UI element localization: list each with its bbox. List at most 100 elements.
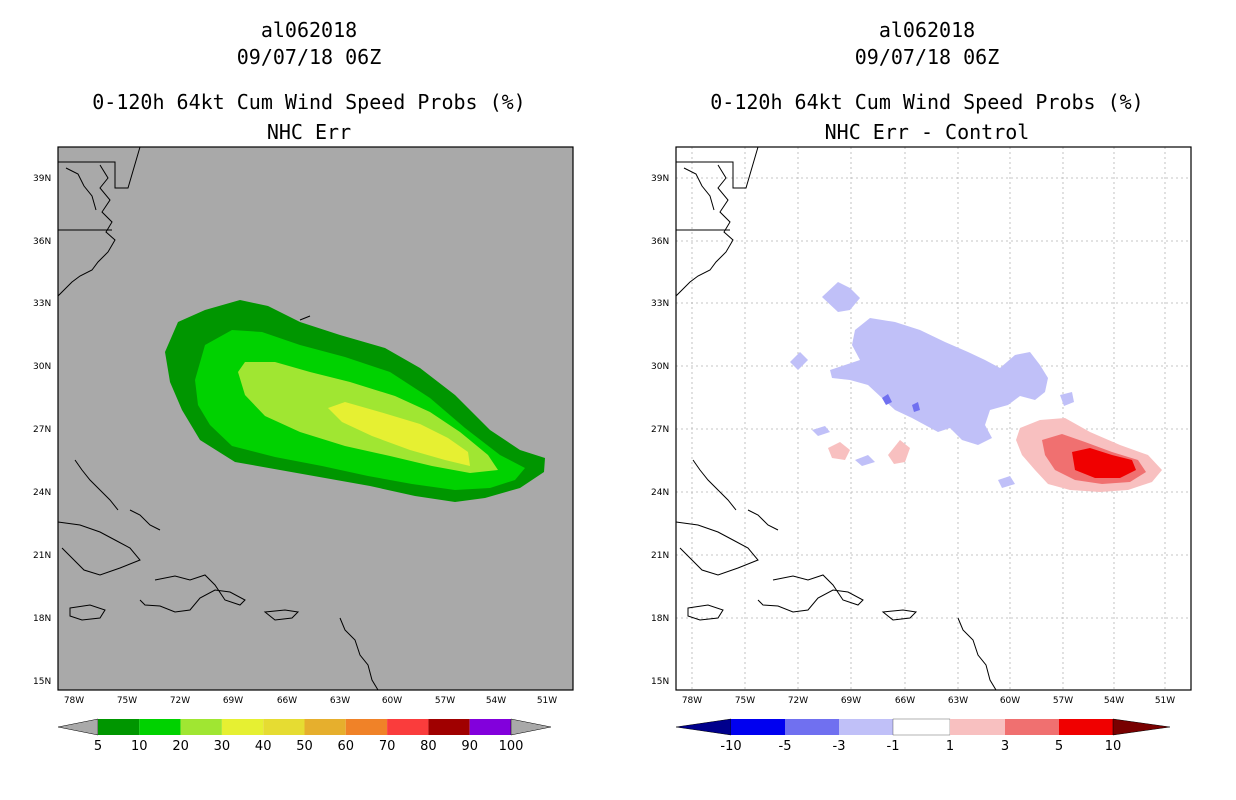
lat-label: 33N bbox=[33, 299, 51, 309]
colorbar-swatch bbox=[1005, 719, 1059, 735]
colorbar-swatch bbox=[950, 719, 1005, 735]
lon-label: 54W bbox=[486, 696, 506, 706]
lon-label: 63W bbox=[330, 696, 350, 706]
diff-region-plus-5 bbox=[1072, 448, 1136, 478]
lat-label: 18N bbox=[651, 614, 669, 624]
lat-label: 39N bbox=[651, 174, 669, 184]
diff-region-minus-3 bbox=[882, 394, 892, 405]
lon-label: 63W bbox=[948, 696, 968, 706]
lon-label: 51W bbox=[1155, 696, 1175, 706]
left-datetime: 09/07/18 06Z bbox=[236, 45, 382, 69]
lon-label: 72W bbox=[788, 696, 808, 706]
diff-region-minus-1 bbox=[855, 455, 875, 466]
colorbar-label: 3 bbox=[1001, 739, 1009, 754]
lat-label: 33N bbox=[651, 299, 669, 309]
left-product-title: 0-120h 64kt Cum Wind Speed Probs (%) bbox=[92, 90, 526, 114]
lat-label: 24N bbox=[33, 488, 51, 498]
colorbar-swatch bbox=[469, 719, 511, 735]
right-map: 39N 36N 33N 30N 27N 24N 21N 18N 15N 78W … bbox=[651, 146, 1192, 706]
lon-label: 72W bbox=[170, 696, 190, 706]
colorbar-swatch bbox=[839, 719, 893, 735]
right-coastlines bbox=[676, 147, 997, 690]
lon-label: 57W bbox=[1053, 696, 1073, 706]
colorbar-swatch bbox=[345, 719, 388, 735]
colorbar-over-arrow bbox=[1112, 718, 1171, 736]
prob-contour-30 bbox=[328, 402, 470, 466]
lat-label: 27N bbox=[651, 425, 669, 435]
colorbar-swatch bbox=[785, 719, 839, 735]
lat-label: 27N bbox=[33, 425, 51, 435]
colorbar-label: 1 bbox=[946, 739, 954, 754]
left-lat-axis: 39N 36N 33N 30N 27N 24N 21N 18N 15N bbox=[33, 174, 51, 687]
lon-label: 51W bbox=[537, 696, 557, 706]
lat-label: 21N bbox=[651, 551, 669, 561]
lat-label: 30N bbox=[651, 362, 669, 372]
right-product-title: 0-120h 64kt Cum Wind Speed Probs (%) bbox=[710, 90, 1144, 114]
right-subtitle: NHC Err - Control bbox=[824, 120, 1030, 144]
colorbar-under-arrow bbox=[675, 718, 732, 736]
lat-label: 36N bbox=[651, 237, 669, 247]
colorbar-label: 10 bbox=[1105, 739, 1122, 754]
right-colorbar-labels: -10 -5 -3 -1 1 3 5 10 bbox=[720, 739, 1121, 754]
lon-label: 60W bbox=[1000, 696, 1020, 706]
lon-label: 57W bbox=[435, 696, 455, 706]
diff-region-plus-1 bbox=[888, 440, 910, 464]
colorbar-label: 50 bbox=[296, 739, 313, 754]
lon-label: 66W bbox=[277, 696, 297, 706]
left-probability-field bbox=[165, 300, 545, 502]
diff-region-minus-1 bbox=[790, 352, 808, 370]
colorbar-swatch bbox=[98, 719, 140, 735]
colorbar-label: 10 bbox=[131, 739, 148, 754]
lon-label: 75W bbox=[117, 696, 137, 706]
right-lon-axis: 78W 75W 72W 69W 66W 63W 60W 57W 54W 51W bbox=[682, 696, 1175, 706]
lat-label: 30N bbox=[33, 362, 51, 372]
left-colorbar: 5 10 20 30 40 50 60 70 80 90 100 bbox=[57, 718, 552, 754]
right-datetime: 09/07/18 06Z bbox=[854, 45, 1000, 69]
lat-label: 15N bbox=[651, 677, 669, 687]
right-storm-id: al062018 bbox=[878, 18, 976, 42]
right-lat-axis: 39N 36N 33N 30N 27N 24N 21N 18N 15N bbox=[651, 174, 669, 687]
lat-label: 39N bbox=[33, 174, 51, 184]
colorbar-swatch bbox=[263, 719, 305, 735]
colorbar-label: 40 bbox=[255, 739, 272, 754]
colorbar-swatch bbox=[221, 719, 264, 735]
colorbar-label: 20 bbox=[172, 739, 189, 754]
right-map-frame bbox=[675, 146, 1192, 691]
colorbar-swatch bbox=[139, 719, 181, 735]
diff-region-minus-3 bbox=[912, 402, 920, 412]
diff-region-minus-1 bbox=[998, 476, 1015, 488]
colorbar-label: 80 bbox=[420, 739, 437, 754]
diff-region-minus-1 bbox=[822, 282, 860, 312]
colorbar-label: 5 bbox=[94, 739, 102, 754]
colorbar-swatch bbox=[1059, 719, 1113, 735]
colorbar-label: -1 bbox=[887, 739, 900, 754]
colorbar-swatch bbox=[428, 719, 470, 735]
lon-label: 54W bbox=[1104, 696, 1124, 706]
colorbar-swatch bbox=[731, 719, 785, 735]
colorbar-label: -3 bbox=[833, 739, 846, 754]
lon-label: 75W bbox=[735, 696, 755, 706]
lon-label: 78W bbox=[682, 696, 702, 706]
lat-label: 15N bbox=[33, 677, 51, 687]
colorbar-label: 5 bbox=[1055, 739, 1063, 754]
left-storm-id: al062018 bbox=[260, 18, 358, 42]
right-colorbar: -10 -5 -3 -1 1 3 5 10 bbox=[675, 718, 1171, 754]
left-colorbar-labels: 5 10 20 30 40 50 60 70 80 90 100 bbox=[94, 739, 524, 754]
left-map-frame bbox=[57, 146, 574, 691]
diff-region-plus-1 bbox=[828, 442, 850, 460]
lat-label: 24N bbox=[651, 488, 669, 498]
diff-region-minus-1 bbox=[812, 426, 830, 436]
lon-label: 66W bbox=[895, 696, 915, 706]
colorbar-label: 30 bbox=[214, 739, 231, 754]
lat-label: 36N bbox=[33, 237, 51, 247]
diff-region-minus-1 bbox=[1060, 392, 1074, 406]
colorbar-under-arrow bbox=[57, 718, 99, 736]
left-map: 39N 36N 33N 30N 27N 24N 21N 18N 15N 78W … bbox=[33, 146, 574, 706]
right-difference-field bbox=[790, 282, 1162, 492]
colorbar-label: 60 bbox=[338, 739, 355, 754]
colorbar-label: -10 bbox=[720, 739, 741, 754]
lon-label: 78W bbox=[64, 696, 84, 706]
lon-label: 69W bbox=[841, 696, 861, 706]
colorbar-label: -5 bbox=[779, 739, 792, 754]
lon-label: 69W bbox=[223, 696, 243, 706]
